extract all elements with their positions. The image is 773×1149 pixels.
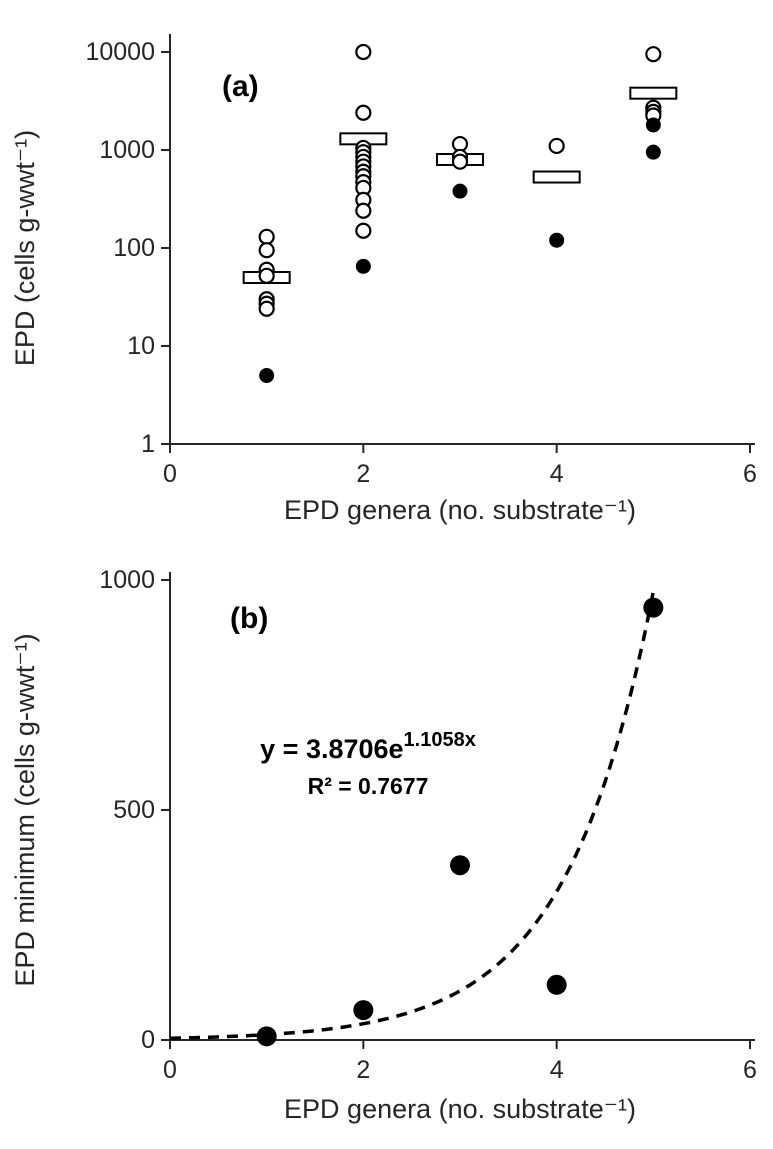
y-axis-title: EPD (cells g-wwt⁻¹) bbox=[10, 130, 40, 366]
filled-circle-point bbox=[645, 117, 661, 133]
panel-b-chart: 0 500 1000 0 2 4 6 EPD genera (no. substrate⁻¹)… bbox=[10, 566, 757, 1124]
filled-circle-point bbox=[256, 1026, 277, 1047]
fit-curve bbox=[169, 591, 656, 1040]
y-tick-label: 1000 bbox=[99, 136, 155, 164]
x-tick-label: 4 bbox=[550, 460, 564, 488]
y-tick-label: 10000 bbox=[85, 38, 155, 66]
y-tick-label: 1 bbox=[141, 430, 155, 458]
filled-circle-point bbox=[546, 974, 567, 995]
open-circle-point bbox=[355, 222, 372, 239]
panel-label: (a) bbox=[222, 70, 259, 103]
panel-a-chart: 1 10 100 1000 10000 0 2 4 6 EPD genera (no. subst… bbox=[10, 34, 757, 525]
filled-circle-point bbox=[355, 258, 371, 274]
open-circle-point bbox=[355, 43, 372, 61]
y-tick-label: 0 bbox=[141, 1026, 155, 1054]
x-tick-label: 4 bbox=[550, 1056, 564, 1084]
fit-r2: R² = 0.7677 bbox=[308, 773, 429, 799]
open-circle-point bbox=[258, 267, 275, 284]
open-circle-point bbox=[258, 300, 275, 317]
panel-label: (b) bbox=[230, 602, 268, 635]
open-circle-point bbox=[355, 202, 372, 219]
filled-circle-point bbox=[452, 183, 468, 199]
filled-circle-point bbox=[450, 855, 470, 876]
x-tick-label: 2 bbox=[356, 460, 370, 488]
filled-circle-point bbox=[549, 232, 565, 248]
y-tick-label: 1000 bbox=[99, 566, 155, 594]
fit-equation: y = 3.8706e1.1058x bbox=[260, 729, 476, 764]
filled-circle-point bbox=[259, 368, 275, 384]
open-circle-point bbox=[258, 242, 275, 259]
open-circle-point bbox=[451, 153, 469, 170]
x-axis-title: EPD genera (no. substrate⁻¹) bbox=[284, 495, 636, 525]
x-axis-title: EPD genera (no. substrate⁻¹) bbox=[284, 1094, 636, 1124]
filled-circle-point bbox=[645, 144, 661, 160]
x-tick-label: 2 bbox=[356, 1056, 370, 1084]
mean-bar bbox=[532, 170, 581, 184]
y-axis-title: EPD minimum (cells g-wwt⁻¹) bbox=[10, 633, 40, 986]
open-circle-point bbox=[548, 137, 565, 155]
x-tick-label: 6 bbox=[743, 460, 757, 488]
y-tick-label: 500 bbox=[113, 796, 155, 824]
panel-b: 0 500 1000 0 2 4 6 EPD genera (no. substrate⁻¹)… bbox=[0, 560, 773, 1149]
y-tick-label: 10 bbox=[127, 332, 155, 360]
open-circle-point bbox=[258, 228, 275, 245]
y-tick-label: 100 bbox=[113, 234, 155, 262]
panel-a: 1 10 100 1000 10000 0 2 4 6 EPD genera (no. subst… bbox=[0, 0, 773, 560]
filled-circle-point bbox=[643, 597, 664, 618]
x-tick-label: 0 bbox=[163, 460, 177, 488]
filled-circle-point bbox=[353, 1000, 374, 1021]
x-tick-label: 0 bbox=[163, 1056, 177, 1084]
open-circle-point bbox=[355, 104, 372, 121]
x-tick-label: 6 bbox=[743, 1056, 757, 1084]
mean-bar bbox=[629, 86, 678, 100]
open-circle-point bbox=[645, 46, 662, 63]
